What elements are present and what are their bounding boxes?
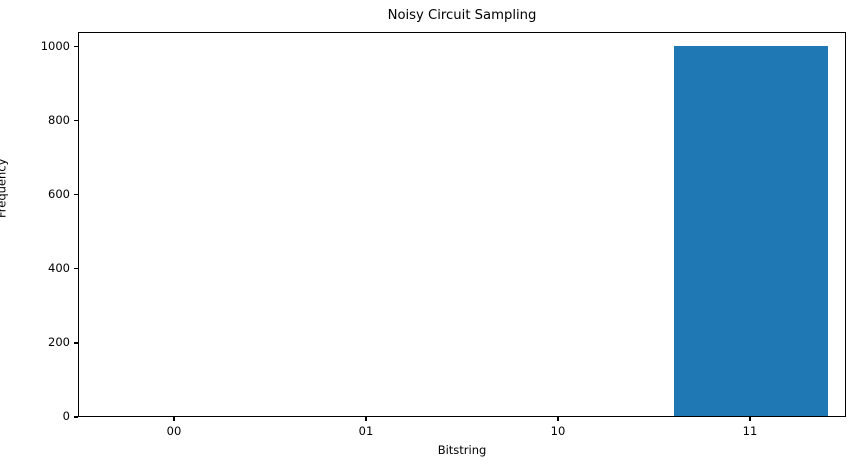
- bars-layer: [79, 33, 845, 416]
- x-tick-label: 10: [550, 424, 566, 438]
- x-tick-mark: [557, 417, 559, 421]
- x-axis-label: Bitstring: [437, 443, 487, 457]
- x-tick-label: 11: [742, 424, 758, 438]
- y-tick-mark: [74, 120, 78, 122]
- y-tick-label: 800: [48, 112, 70, 127]
- plot-area: [78, 32, 846, 417]
- y-tick-mark: [74, 194, 78, 196]
- y-tick-label: 1000: [40, 38, 70, 53]
- x-tick-label: 00: [166, 424, 182, 438]
- y-tick-label: 400: [48, 260, 70, 275]
- y-tick-mark: [74, 342, 78, 344]
- y-tick-label: 200: [48, 334, 70, 349]
- page-title: Noisy Circuit Sampling: [387, 8, 537, 23]
- y-tick-label: 600: [48, 186, 70, 201]
- y-tick-label: 0: [62, 409, 70, 423]
- y-tick-mark: [74, 416, 78, 418]
- x-tick-mark: [173, 417, 175, 421]
- bar-11: [674, 45, 828, 416]
- x-tick-label: 01: [358, 424, 374, 438]
- y-tick-mark: [74, 268, 78, 270]
- y-tick-mark: [74, 46, 78, 48]
- x-tick-mark: [749, 417, 751, 421]
- x-tick-mark: [365, 417, 367, 421]
